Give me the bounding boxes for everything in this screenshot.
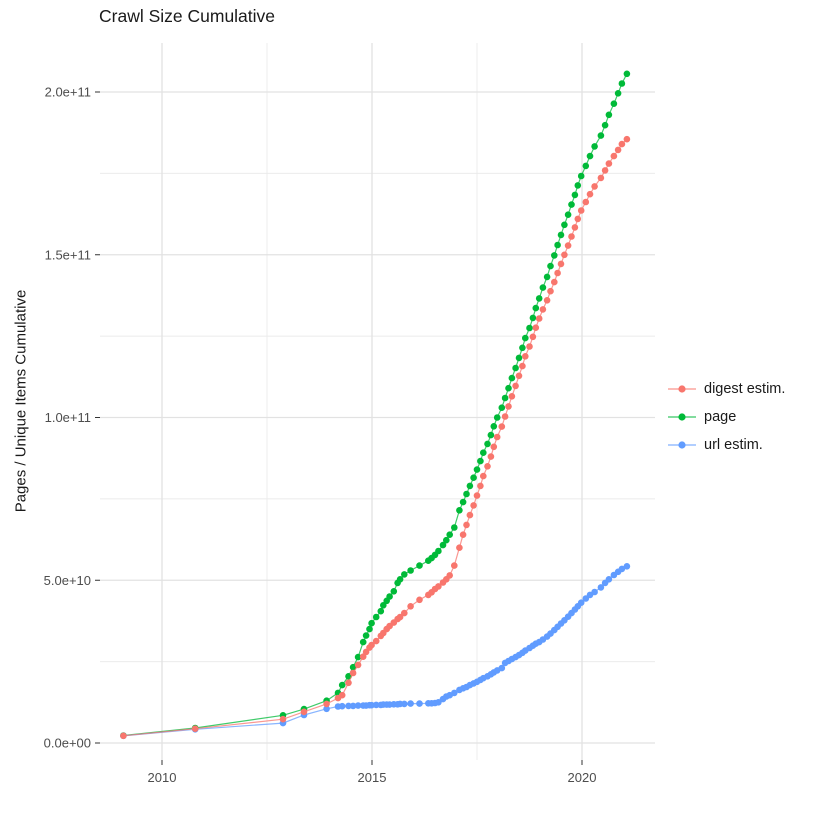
y-tick-label: 1.0e+11 bbox=[45, 410, 91, 425]
legend-item-page: page bbox=[667, 408, 785, 426]
legend-dot-url bbox=[678, 441, 686, 449]
legend-label-page: page bbox=[704, 409, 737, 425]
chart-title: Crawl Size Cumulative bbox=[99, 6, 276, 26]
series-line-url-estim bbox=[123, 565, 628, 737]
legend-dot-digest bbox=[678, 385, 686, 393]
x-tick-label: 2010 bbox=[148, 770, 177, 785]
legend-key-url-icon bbox=[668, 441, 696, 449]
legend-key-page-icon bbox=[668, 413, 696, 421]
y-tick-label: 1.5e+11 bbox=[45, 247, 91, 262]
y-tick-label: 0.0e+00 bbox=[44, 736, 91, 751]
series-points-digest-estim bbox=[120, 135, 631, 740]
legend-key-digest-icon bbox=[668, 385, 696, 393]
legend-dot-page bbox=[678, 413, 686, 421]
axis-ticks bbox=[95, 91, 583, 765]
series-digest-estim bbox=[120, 135, 631, 740]
legend-item-digest-estim: digest estim. bbox=[667, 380, 785, 398]
grid-minor bbox=[100, 43, 655, 760]
y-tick-label: 2.0e+11 bbox=[45, 85, 91, 100]
series-url-estim bbox=[120, 563, 631, 740]
grid-major bbox=[100, 43, 655, 760]
legend-item-url-estim: url estim. bbox=[667, 436, 785, 454]
y-axis-tick-labels: 0.0e+00 5.0e+10 1.0e+11 1.5e+11 2.0e+11 bbox=[44, 85, 91, 751]
legend-label-url: url estim. bbox=[704, 437, 763, 453]
x-axis-tick-labels: 2010 2015 2020 bbox=[148, 770, 597, 785]
legend: digest estim. page url estim. bbox=[667, 380, 785, 464]
x-tick-label: 2020 bbox=[568, 770, 597, 785]
y-tick-label: 5.0e+10 bbox=[44, 573, 91, 588]
legend-label-digest: digest estim. bbox=[704, 381, 786, 397]
series-line-digest-estim bbox=[123, 138, 628, 737]
x-tick-label: 2015 bbox=[358, 770, 387, 785]
y-axis-title: Pages / Unique Items Cumulative bbox=[12, 289, 30, 513]
series-points-url-estim bbox=[120, 563, 631, 740]
